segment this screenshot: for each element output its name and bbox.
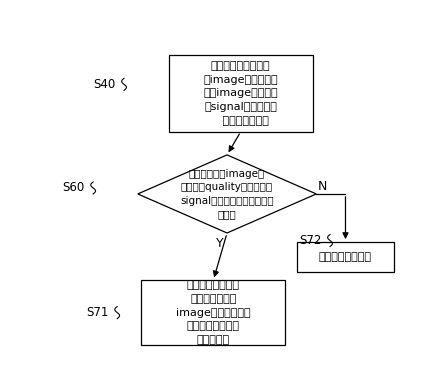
FancyBboxPatch shape bbox=[297, 242, 393, 272]
Text: Y: Y bbox=[216, 237, 223, 250]
Text: 不更新目标底纹类: 不更新目标底纹类 bbox=[319, 252, 372, 262]
FancyBboxPatch shape bbox=[169, 55, 313, 132]
Text: N: N bbox=[318, 180, 327, 193]
Text: S71: S71 bbox=[86, 306, 109, 319]
Text: S40: S40 bbox=[93, 78, 116, 91]
Polygon shape bbox=[138, 155, 316, 233]
Text: S60: S60 bbox=[62, 181, 85, 195]
Text: 根据目标图像image的
图像质量quality和曝光强度
signal判断是否需要更新目标
底纹类: 根据目标图像image的 图像质量quality和曝光强度 signal判断是否… bbox=[180, 168, 274, 219]
Text: 更新目标底纹类，
分别对目标图像
image和目标底纹类
中的每一个底纹进
行加权求和: 更新目标底纹类， 分别对目标图像 image和目标底纹类 中的每一个底纹进 行加… bbox=[176, 280, 251, 345]
Text: 采集待处理的目标图
像image，根据目标
图像image的曝光强
度signal从底纹库中
   选取目标底纹类: 采集待处理的目标图 像image，根据目标 图像image的曝光强 度signa… bbox=[203, 61, 278, 126]
FancyBboxPatch shape bbox=[141, 280, 285, 345]
Text: S72: S72 bbox=[299, 234, 322, 247]
